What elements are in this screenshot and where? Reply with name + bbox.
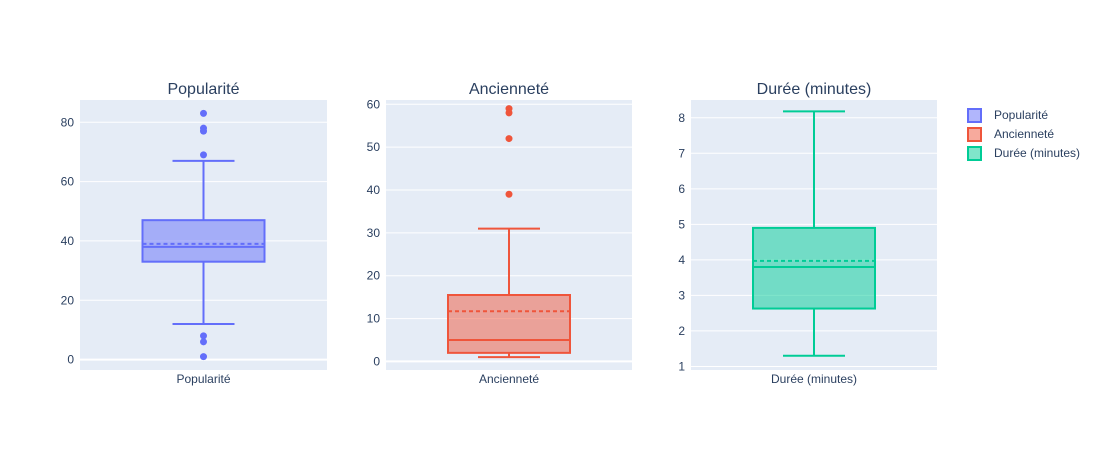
legend: Popularité Ancienneté Durée (minutes) [967,108,1080,161]
y-tick-label: 80 [61,115,75,129]
y-tick-label: 0 [373,354,380,368]
x-tick-label: Popularité [176,372,230,386]
legend-item[interactable]: Ancienneté [967,127,1054,142]
outlier-point[interactable] [505,109,513,117]
legend-swatch [967,146,982,161]
outlier-point[interactable] [200,151,207,159]
y-tick-label: 8 [678,111,685,125]
subplot-3: 1 2 3 4 5 6 7 8 Durée (minutes) Durée (minutes) [678,81,937,386]
x-tick-label: Durée (minutes) [771,372,857,386]
legend-label: Popularité [994,108,1048,122]
y-tick-label: 4 [678,253,685,267]
legend-item[interactable]: Durée (minutes) [967,146,1080,161]
subplot-title: Ancienneté [469,81,549,98]
subplot-title: Durée (minutes) [757,81,872,98]
subplot-1: 0 20 40 60 80 Popularité Popularité [61,81,327,386]
outlier-point[interactable] [200,338,207,346]
legend-swatch [967,108,982,123]
subplot-2: 0 10 20 30 40 50 60 Ancienneté Ancienneté [367,81,632,386]
outlier-point[interactable] [505,190,513,198]
subplot-title: Popularité [167,81,239,98]
outlier-point[interactable] [200,109,207,117]
y-tick-label: 40 [367,183,381,197]
y-tick-label: 40 [61,234,75,248]
y-tick-label: 1 [678,359,685,373]
y-tick-label: 0 [67,353,74,367]
y-tick-label: 10 [367,312,381,326]
legend-label: Durée (minutes) [994,146,1080,160]
y-tick-label: 2 [678,324,685,338]
y-tick-label: 3 [678,288,685,302]
y-tick-label: 20 [61,293,75,307]
legend-item[interactable]: Popularité [967,108,1048,123]
y-tick-label: 20 [367,269,381,283]
x-tick-label: Ancienneté [479,372,539,386]
y-tick-label: 7 [678,146,685,160]
outlier-point[interactable] [200,332,207,340]
y-tick-label: 6 [678,182,685,196]
legend-swatch [967,127,982,142]
outlier-point[interactable] [505,135,513,143]
y-tick-label: 60 [61,175,75,189]
y-tick-label: 30 [367,226,381,240]
iqr-box[interactable] [752,226,876,310]
outlier-point[interactable] [200,353,207,361]
iqr-box[interactable] [141,219,266,263]
y-tick-label: 60 [367,97,381,111]
legend-label: Ancienneté [994,127,1054,141]
outlier-point[interactable] [200,127,207,135]
y-tick-label: 5 [678,217,685,231]
iqr-box[interactable] [447,294,571,354]
y-tick-label: 50 [367,140,381,154]
